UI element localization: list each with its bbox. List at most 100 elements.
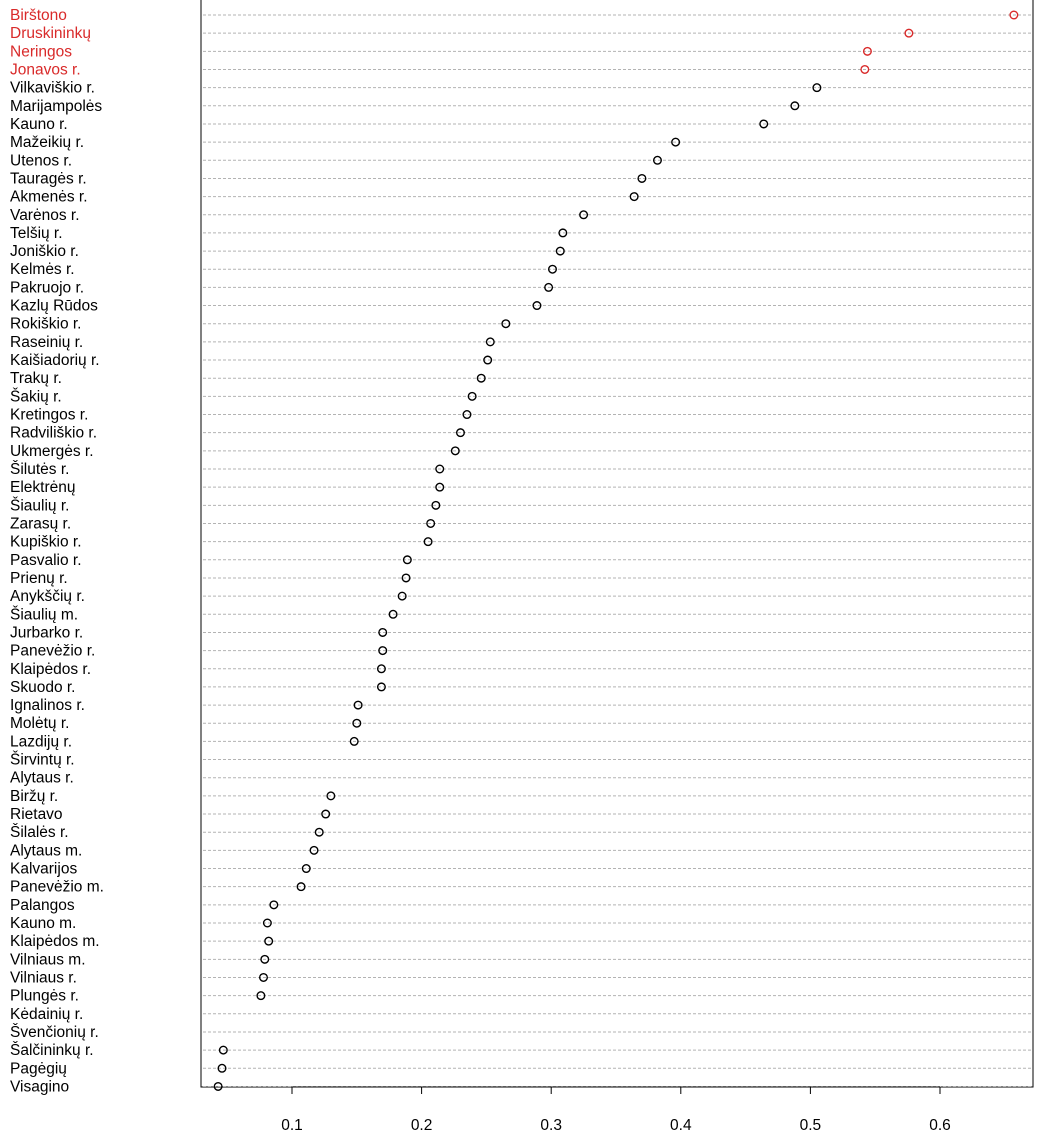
x-tick-label: 0.4 [670,1117,692,1134]
data-points [213,10,1019,1091]
category-label: Mažeikių r. [10,134,84,151]
category-label: Utenos r. [10,152,72,169]
data-point [790,101,800,111]
data-point [260,954,270,964]
category-label: Akmenės r. [10,189,88,206]
category-label: Kalvarijos [10,861,77,878]
data-point [321,809,331,819]
category-label: Vilniaus r. [10,969,77,986]
data-point [423,537,433,547]
category-label: Skuodo r. [10,679,76,696]
category-label: Klaipėdos r. [10,661,91,678]
category-label: Kauno m. [10,915,76,932]
category-label: Molėtų r. [10,715,69,732]
data-point [262,918,272,928]
category-label: Telšių r. [10,225,63,242]
data-point [314,827,324,837]
x-tick-label: 0.5 [800,1117,822,1134]
category-label: Jurbarko r. [10,624,83,641]
category-label: Šakių r. [10,388,62,405]
data-point [476,373,486,383]
category-label: Pagėgių [10,1060,67,1077]
category-label: Pakruojo r. [10,279,84,296]
data-point [904,28,914,38]
data-point [467,391,477,401]
data-point [378,627,388,637]
data-point [435,482,445,492]
data-point [450,446,460,456]
category-label: Joniškio r. [10,243,79,260]
category-label: Šilutės r. [10,461,69,478]
data-point [862,46,872,56]
category-label: Marijampolės [10,98,102,115]
category-label: Visagino [10,1078,69,1095]
category-label: Panevėžio r. [10,643,95,660]
data-point [860,64,870,74]
data-point [269,900,279,910]
data-point [431,500,441,510]
data-point [402,555,412,565]
data-point [671,137,681,147]
category-label: Kupiškio r. [10,534,82,551]
x-tick-label: 0.6 [929,1117,951,1134]
data-point [376,664,386,674]
category-label: Rokiškio r. [10,316,82,333]
category-label: Plungės r. [10,988,79,1005]
data-point [353,700,363,710]
x-tick-label: 0.1 [281,1117,303,1134]
data-point [629,192,639,202]
data-point [352,718,362,728]
data-point [218,1045,228,1055]
data-point [397,591,407,601]
data-point [378,646,388,656]
category-label: Šiaulių r. [10,497,69,514]
category-label: Palangos [10,897,75,914]
data-point [435,464,445,474]
category-label: Lazdijų r. [10,733,72,750]
category-label: Šilalės r. [10,824,69,841]
data-point [544,282,554,292]
category-label: Jonavos r. [10,61,81,78]
category-label: Vilniaus m. [10,951,86,968]
category-label: Druskininkų [10,25,91,42]
category-label: Elektrėnų [10,479,75,496]
category-label: Prienų r. [10,570,68,587]
category-label: Švenčionių r. [10,1024,99,1041]
data-point [637,173,647,183]
category-label: Kėdainių r. [10,1006,83,1023]
category-label: Anykščių r. [10,588,85,605]
data-point [558,228,568,238]
data-point [349,736,359,746]
category-label: Širvintų r. [10,752,75,769]
category-label: Klaipėdos m. [10,933,100,950]
x-tick-label: 0.2 [411,1117,433,1134]
plot-frame [200,0,1034,1088]
category-label: Panevėžio m. [10,879,104,896]
data-point [532,301,542,311]
category-label: Biržų r. [10,788,58,805]
x-axis: 0.1 0.2 0.3 0.4 0.5 0.6 [281,1086,951,1134]
data-point [462,410,472,420]
category-label: Zarasų r. [10,515,71,532]
category-label: Neringos [10,43,72,60]
x-tick-label: 0.3 [540,1117,562,1134]
data-point [388,609,398,619]
category-label: Raseinių r. [10,334,83,351]
data-point [301,864,311,874]
category-label: Tauragės r. [10,170,87,187]
data-point [326,791,336,801]
data-point [426,518,436,528]
data-point [555,246,565,256]
data-point [812,83,822,93]
data-point [217,1063,227,1073]
data-point [296,882,306,892]
grid-lines [203,14,1031,1087]
data-point [376,682,386,692]
category-label: Kretingos r. [10,407,88,424]
data-point [485,337,495,347]
data-point [309,845,319,855]
category-label: Kauno r. [10,116,68,133]
data-point [256,991,266,1001]
